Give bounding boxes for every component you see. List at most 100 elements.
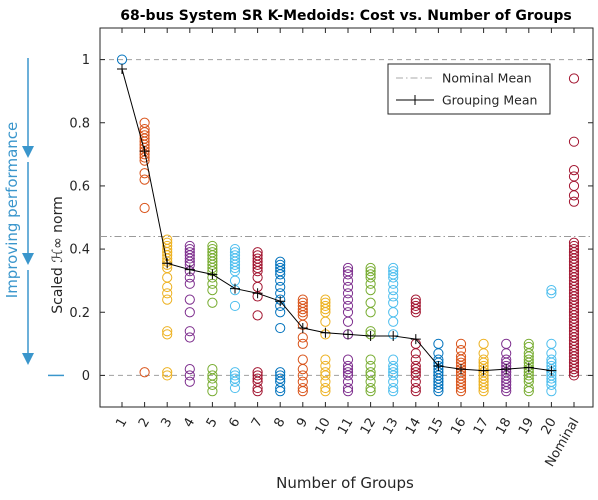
arrow-head: [22, 253, 34, 265]
data-point: [478, 386, 489, 397]
data-point: [478, 338, 489, 349]
data-point: [297, 354, 308, 365]
data-point: [365, 297, 376, 308]
data-point: [455, 382, 467, 394]
x-tick-label: 6: [226, 416, 243, 431]
data-point: [365, 307, 376, 318]
data-point: [275, 307, 286, 318]
x-tick-label: 19: [516, 416, 537, 438]
data-point: [184, 253, 195, 264]
data-point: [568, 180, 580, 192]
data-point: [252, 272, 263, 283]
data-point: [252, 259, 263, 270]
grouping-mean-marker: [207, 269, 218, 280]
data-point: [207, 285, 218, 296]
data-point: [410, 300, 421, 312]
x-tick-label: 11: [335, 416, 356, 438]
data-point: [184, 326, 195, 337]
data-point: [365, 272, 376, 283]
chart-title: 68-bus System SR K-Medoids: Cost vs. Num…: [120, 8, 571, 24]
data-point: [523, 386, 534, 397]
y-tick-label: 0: [82, 369, 90, 384]
data-point: [455, 379, 467, 390]
data-point: [184, 294, 195, 305]
x-axis-label: Number of Groups: [276, 474, 414, 492]
data-point: [162, 294, 173, 305]
data-point: [568, 364, 580, 375]
grouping-mean-marker: [523, 362, 534, 373]
data-point: [342, 269, 354, 280]
data-point: [162, 367, 173, 378]
grouping-mean-marker: [388, 330, 399, 341]
y-tick-label: 0.2: [69, 306, 90, 321]
data-point: [365, 382, 376, 394]
arrow-head: [22, 353, 34, 365]
data-point: [342, 300, 354, 312]
data-point: [252, 382, 263, 394]
data-point: [546, 379, 557, 390]
data-point: [433, 379, 444, 390]
data-point: [365, 285, 376, 296]
data-point: [184, 332, 195, 343]
x-tick-label: 5: [204, 416, 221, 431]
data-point: [568, 367, 580, 378]
data-point: [388, 307, 399, 318]
data-point: [478, 382, 489, 394]
x-tick-label: 2: [136, 416, 153, 431]
data-point: [342, 294, 354, 305]
data-point: [297, 307, 308, 318]
data-point: [275, 269, 286, 280]
data-point: [410, 382, 421, 394]
data-point: [342, 364, 354, 375]
data-point: [433, 338, 444, 349]
data-point: [342, 386, 354, 397]
y-axis-label: Scaled ℋ∞ norm: [50, 196, 66, 314]
x-tick-label: 7: [249, 416, 266, 431]
data-point: [568, 136, 580, 147]
data-point: [320, 303, 331, 315]
x-tick-label: 17: [471, 416, 492, 438]
data-point: [320, 316, 331, 327]
data-point: [184, 307, 195, 318]
data-point: [410, 370, 421, 381]
data-point: [229, 262, 241, 274]
x-tick-label: 9: [294, 416, 311, 431]
data-point: [252, 370, 263, 381]
grouping-mean-marker: [162, 258, 173, 269]
data-point: [433, 386, 444, 397]
data-point: [184, 364, 195, 375]
improving-performance-label: Improving performance: [3, 122, 21, 298]
data-point: [568, 190, 580, 201]
data-point: [410, 348, 421, 359]
data-point: [162, 329, 173, 340]
data-point: [184, 376, 195, 387]
grouping-mean-marker: [117, 64, 127, 75]
grouping-mean-marker: [546, 365, 557, 376]
x-tick-label: 20: [539, 416, 560, 438]
x-tick-label: 8: [272, 416, 289, 431]
x-tick-label: 16: [448, 416, 469, 438]
data-point: [207, 373, 218, 384]
data-point: [568, 171, 580, 182]
data-point: [252, 386, 263, 397]
data-point: [297, 303, 308, 315]
data-point: [275, 386, 286, 397]
data-point: [388, 382, 399, 394]
x-tick-label: 1: [113, 416, 130, 431]
data-point: [162, 272, 173, 283]
data-point: [342, 288, 354, 299]
data-point: [568, 370, 580, 381]
grouping-mean-marker: [343, 329, 353, 340]
x-tick-label: 4: [181, 416, 198, 431]
grouping-mean-marker: [365, 330, 376, 341]
grouping-mean-marker: [297, 323, 308, 334]
data-point: [523, 382, 534, 394]
data-point: [433, 382, 444, 394]
data-point: [342, 307, 354, 318]
grouping-mean-marker: [456, 364, 466, 375]
x-tick-label: 18: [493, 416, 514, 438]
data-point: [365, 278, 376, 289]
data-point: [410, 386, 421, 397]
data-point: [546, 386, 557, 397]
